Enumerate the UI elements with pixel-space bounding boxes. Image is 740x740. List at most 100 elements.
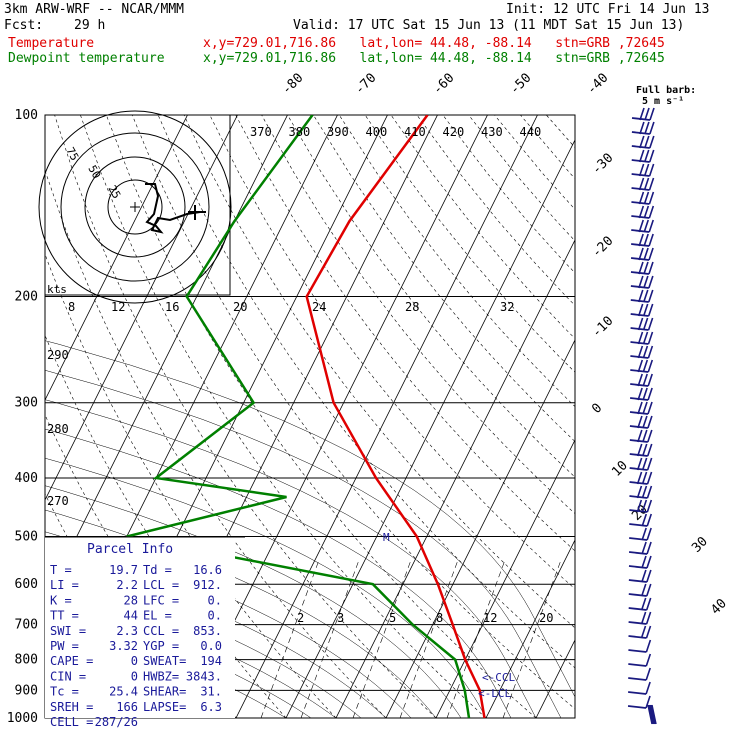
- surface-barb: [649, 704, 655, 725]
- wind-barb: [628, 625, 652, 639]
- forecast-label: Fcst:: [4, 18, 44, 33]
- hodograph-ring: [60, 132, 210, 282]
- hodograph-ring-label-75: 75: [63, 145, 81, 163]
- parcel-row-0-label: T =: [50, 563, 72, 577]
- parcel-row-2-label: K =: [50, 593, 72, 607]
- wind-barb: [630, 289, 654, 303]
- isotherm--30: [235, 115, 538, 718]
- wind-barb: [629, 443, 653, 457]
- parcel-row-9-label: SREH =: [50, 700, 93, 714]
- wind-barb: [629, 457, 653, 471]
- dry-adiabat: [313, 115, 575, 442]
- theta-label-430: 430: [481, 125, 503, 139]
- wind-barb: [630, 303, 654, 317]
- valid-time: Valid: 17 UTC Sat 15 Jun 13 (11 MDT Sat …: [293, 18, 685, 33]
- parcel-row-6-value: 0: [131, 654, 138, 668]
- dry-adiabat: [235, 115, 575, 552]
- isotherm-label--60: -60: [430, 71, 457, 98]
- parcel-row-6-value2: 194: [200, 654, 222, 668]
- parcel-info-title: Parcel Info: [87, 542, 173, 557]
- pressure-label-1000: 1000: [7, 711, 38, 726]
- wind-barb: [630, 247, 654, 261]
- dry-adiabat: [183, 115, 575, 629]
- theta-label-370: 370: [250, 125, 272, 139]
- parcel-row-1-label: LI =: [50, 578, 79, 592]
- parcel-row-5-value2: 0.0: [200, 639, 222, 653]
- parcel-row-7-value2: 3843.: [186, 669, 222, 683]
- parcel-row-4-value2: 853.: [193, 624, 222, 638]
- theta-side-label-280: 280: [47, 422, 69, 436]
- parcel-row-10-value: 287/26: [95, 715, 138, 729]
- forecast-hour: 29 h: [74, 18, 106, 33]
- dry-adiabat: [80, 115, 487, 718]
- surface-barb: [651, 704, 657, 725]
- barb-legend-unit: 5 m s⁻¹: [642, 96, 684, 107]
- isotherm-label-40: 40: [708, 596, 730, 618]
- moist-adiabat: [45, 485, 462, 718]
- wind-barb: [628, 653, 652, 667]
- wind-barb: [629, 429, 653, 443]
- wind-barb: [628, 597, 652, 611]
- mixing-ratio-line: [502, 559, 562, 718]
- wind-barb: [631, 219, 655, 233]
- surface-barb: [650, 704, 656, 725]
- parcel-row-2-value: 28: [124, 593, 138, 607]
- isotherm-line: [45, 115, 188, 401]
- wind-barb: [631, 233, 654, 247]
- theta-label-390: 390: [327, 125, 349, 139]
- parcel-row-5-label2: YGP =: [143, 639, 179, 653]
- wind-barb: [629, 527, 652, 541]
- ccl-marker: <-CCL: [482, 671, 515, 684]
- dry-adiabat: [45, 168, 387, 718]
- parcel-row-9-value2: 6.3: [200, 700, 222, 714]
- dry-adiabat: [442, 115, 575, 274]
- init-time: Init: 12 UTC Fri 14 Jun 13: [506, 2, 710, 17]
- parcel-row-0-value2: 16.6: [193, 563, 222, 577]
- wind-barb: [629, 401, 653, 415]
- isotherm--20: [285, 139, 575, 718]
- parcel-row-0-value: 19.7: [109, 563, 138, 577]
- parcel-row-7-label: CIN =: [50, 669, 86, 683]
- parcel-row-7-label2: HWBZ=: [143, 669, 179, 683]
- wind-barb: [627, 695, 651, 709]
- hodograph-trace: [145, 183, 201, 234]
- isotherm-40: [586, 115, 740, 718]
- parcel-row-6-label: CAPE =: [50, 654, 93, 668]
- isotherm-label--80: -80: [279, 71, 306, 98]
- wind-barb: [628, 569, 652, 583]
- m-marker: M: [383, 531, 390, 544]
- hodograph-ring: [84, 156, 186, 258]
- theta-label-410: 410: [404, 125, 426, 139]
- parcel-row-3-value2: 0.: [208, 609, 222, 623]
- dry-adiabat: [364, 115, 575, 373]
- parcel-row-8-value2: 31.: [200, 685, 222, 699]
- hodo-speed-label-12: 12: [111, 300, 125, 314]
- isotherm--10: [335, 239, 575, 718]
- wind-barb: [630, 345, 654, 359]
- wind-barb: [629, 485, 653, 499]
- parcel-row-8-label2: SHEAR=: [143, 685, 186, 699]
- isotherm--40: [185, 115, 488, 718]
- parcel-row-6-label2: SWEAT=: [143, 654, 186, 668]
- wind-barb: [631, 149, 655, 163]
- wind-barb: [631, 177, 655, 191]
- barb-legend: Full barb:: [636, 85, 696, 96]
- hodo-speed-label-28: 28: [405, 300, 419, 314]
- parcel-row-4-label2: CCL =: [143, 624, 179, 638]
- theta-side-label-270: 270: [47, 494, 69, 508]
- isotherm-label--40: -40: [584, 71, 611, 98]
- hodograph-ring: [107, 179, 163, 235]
- wind-barb: [628, 681, 651, 695]
- theta-label-400: 400: [366, 125, 388, 139]
- pressure-label-700: 700: [15, 618, 38, 633]
- theta-label-440: 440: [520, 125, 542, 139]
- parcel-row-5-value: 3.32: [109, 639, 138, 653]
- wind-barb: [630, 331, 654, 345]
- hodo-speed-label-20: 20: [233, 300, 247, 314]
- isotherm-line: [45, 115, 238, 501]
- wind-barb: [631, 163, 655, 177]
- dry-adiabat: [106, 115, 537, 718]
- wind-barb: [630, 373, 653, 387]
- isotherm-label--70: -70: [352, 71, 379, 98]
- pressure-label-900: 900: [15, 683, 38, 698]
